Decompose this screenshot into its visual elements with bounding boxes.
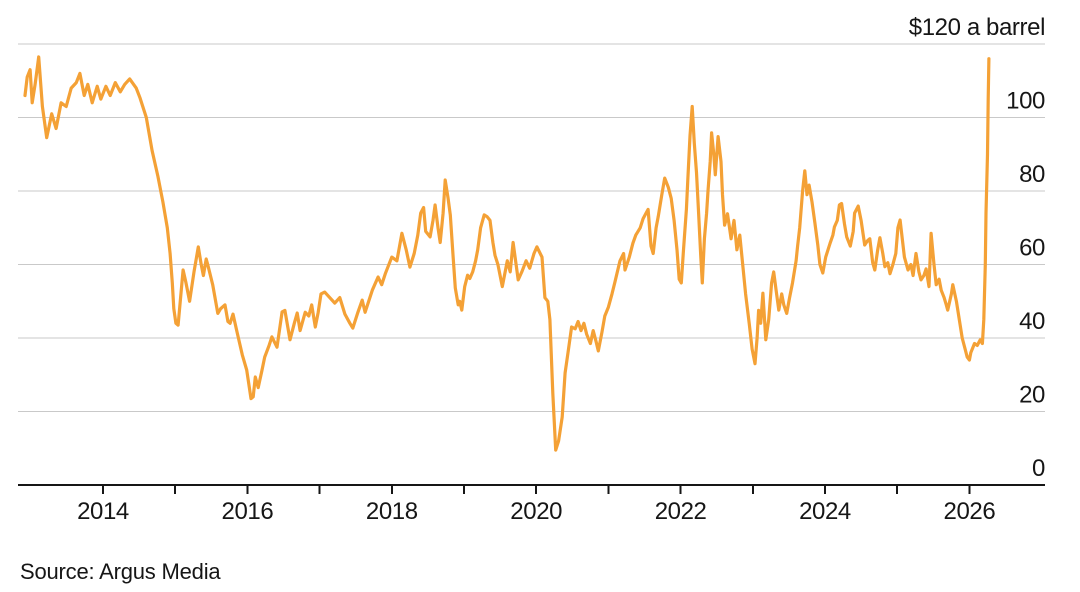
x-tick-label: 2022	[655, 498, 707, 525]
y-tick-label: 100	[1006, 88, 1045, 115]
x-tick-label: 2014	[77, 498, 129, 525]
y-tick-label: 80	[1019, 161, 1045, 188]
x-tick-label: 2026	[944, 498, 996, 525]
y-axis-unit-label: $120 a barrel	[909, 14, 1045, 41]
x-tick-label: 2024	[799, 498, 851, 525]
y-tick-label: 20	[1019, 382, 1045, 409]
y-tick-label: 40	[1019, 308, 1045, 335]
source-caption: Source: Argus Media	[20, 559, 221, 584]
price-line	[23, 55, 991, 452]
x-tick-label: 2018	[366, 498, 418, 525]
y-tick-label: 60	[1019, 235, 1045, 262]
y-tick-label: 0	[1032, 455, 1045, 482]
x-tick-label: 2016	[222, 498, 274, 525]
x-tick-label: 2020	[510, 498, 562, 525]
